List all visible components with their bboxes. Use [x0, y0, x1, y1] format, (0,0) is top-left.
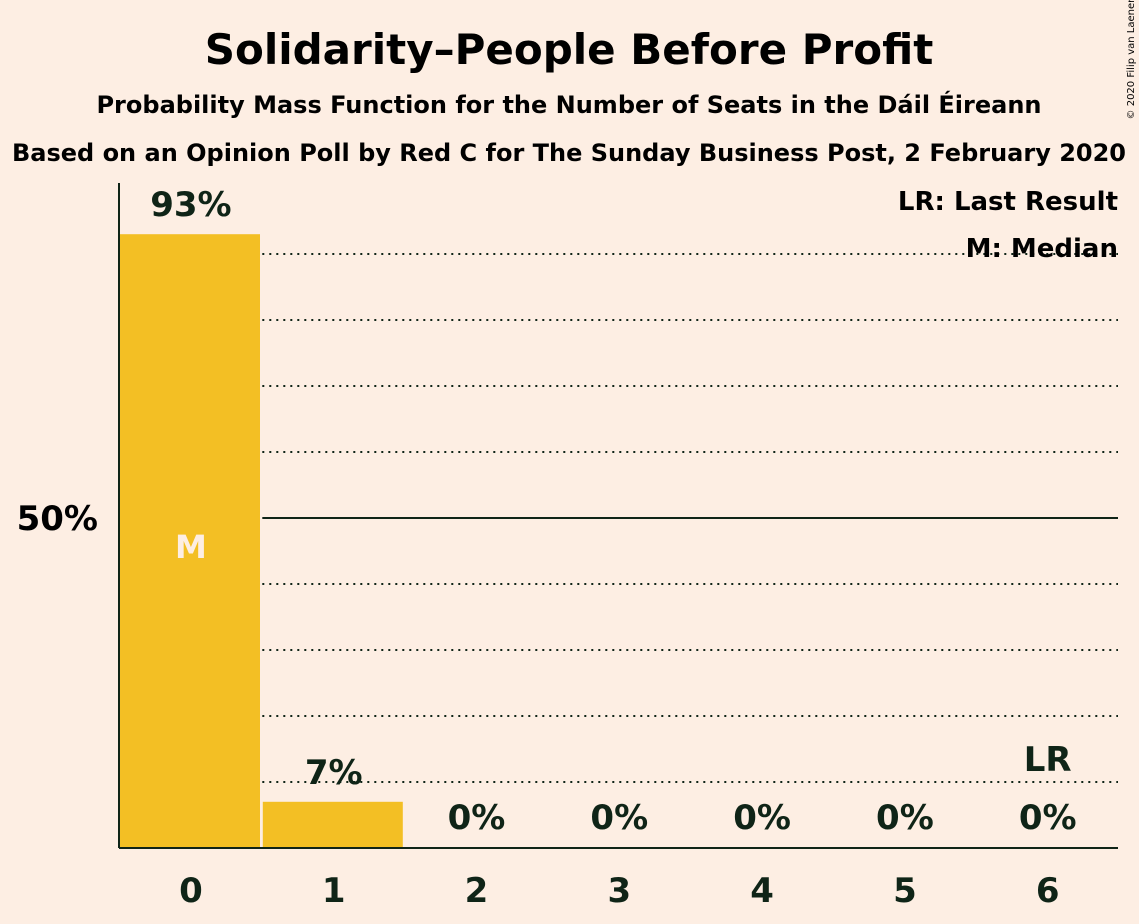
- gridlines: [262, 253, 1118, 783]
- x-tick-4: 4: [750, 871, 774, 911]
- value-label-seat-4: 0%: [733, 798, 791, 838]
- value-label-seat-1: 7%: [305, 753, 363, 793]
- last-result-marker: LR: [1024, 740, 1072, 780]
- value-label-seat-6: 0%: [1019, 798, 1077, 838]
- value-label-seat-5: 0%: [876, 798, 934, 838]
- x-tick-6: 6: [1036, 871, 1060, 911]
- chart-source: Based on an Opinion Poll by Red C for Th…: [12, 139, 1126, 167]
- x-tick-2: 2: [465, 871, 489, 911]
- bar-seat-0: [120, 234, 260, 848]
- legend-median: M: Median: [966, 234, 1118, 264]
- chart-title: Solidarity–People Before Profit: [205, 25, 934, 74]
- legend-last-result: LR: Last Result: [898, 187, 1118, 217]
- value-label-seat-0: 93%: [150, 185, 231, 225]
- x-tick-3: 3: [607, 871, 631, 911]
- x-tick-1: 1: [322, 871, 346, 911]
- copyright-notice: © 2020 Filip van Laenen: [1126, 0, 1137, 119]
- value-label-seat-3: 0%: [590, 798, 648, 838]
- bar-seat-1: [262, 801, 403, 848]
- y-tick-50: 50%: [17, 499, 98, 539]
- chart-subtitle: Probability Mass Function for the Number…: [96, 90, 1041, 119]
- value-label-seat-2: 0%: [448, 798, 506, 838]
- x-ticks: 0 1 2 3 4 5 6: [179, 871, 1059, 911]
- value-labels: 93% 7% 0% 0% 0% 0% 0% M LR: [150, 185, 1076, 838]
- x-tick-5: 5: [893, 871, 917, 911]
- x-tick-0: 0: [179, 871, 203, 911]
- median-marker: M: [175, 528, 207, 566]
- bars: [120, 234, 403, 848]
